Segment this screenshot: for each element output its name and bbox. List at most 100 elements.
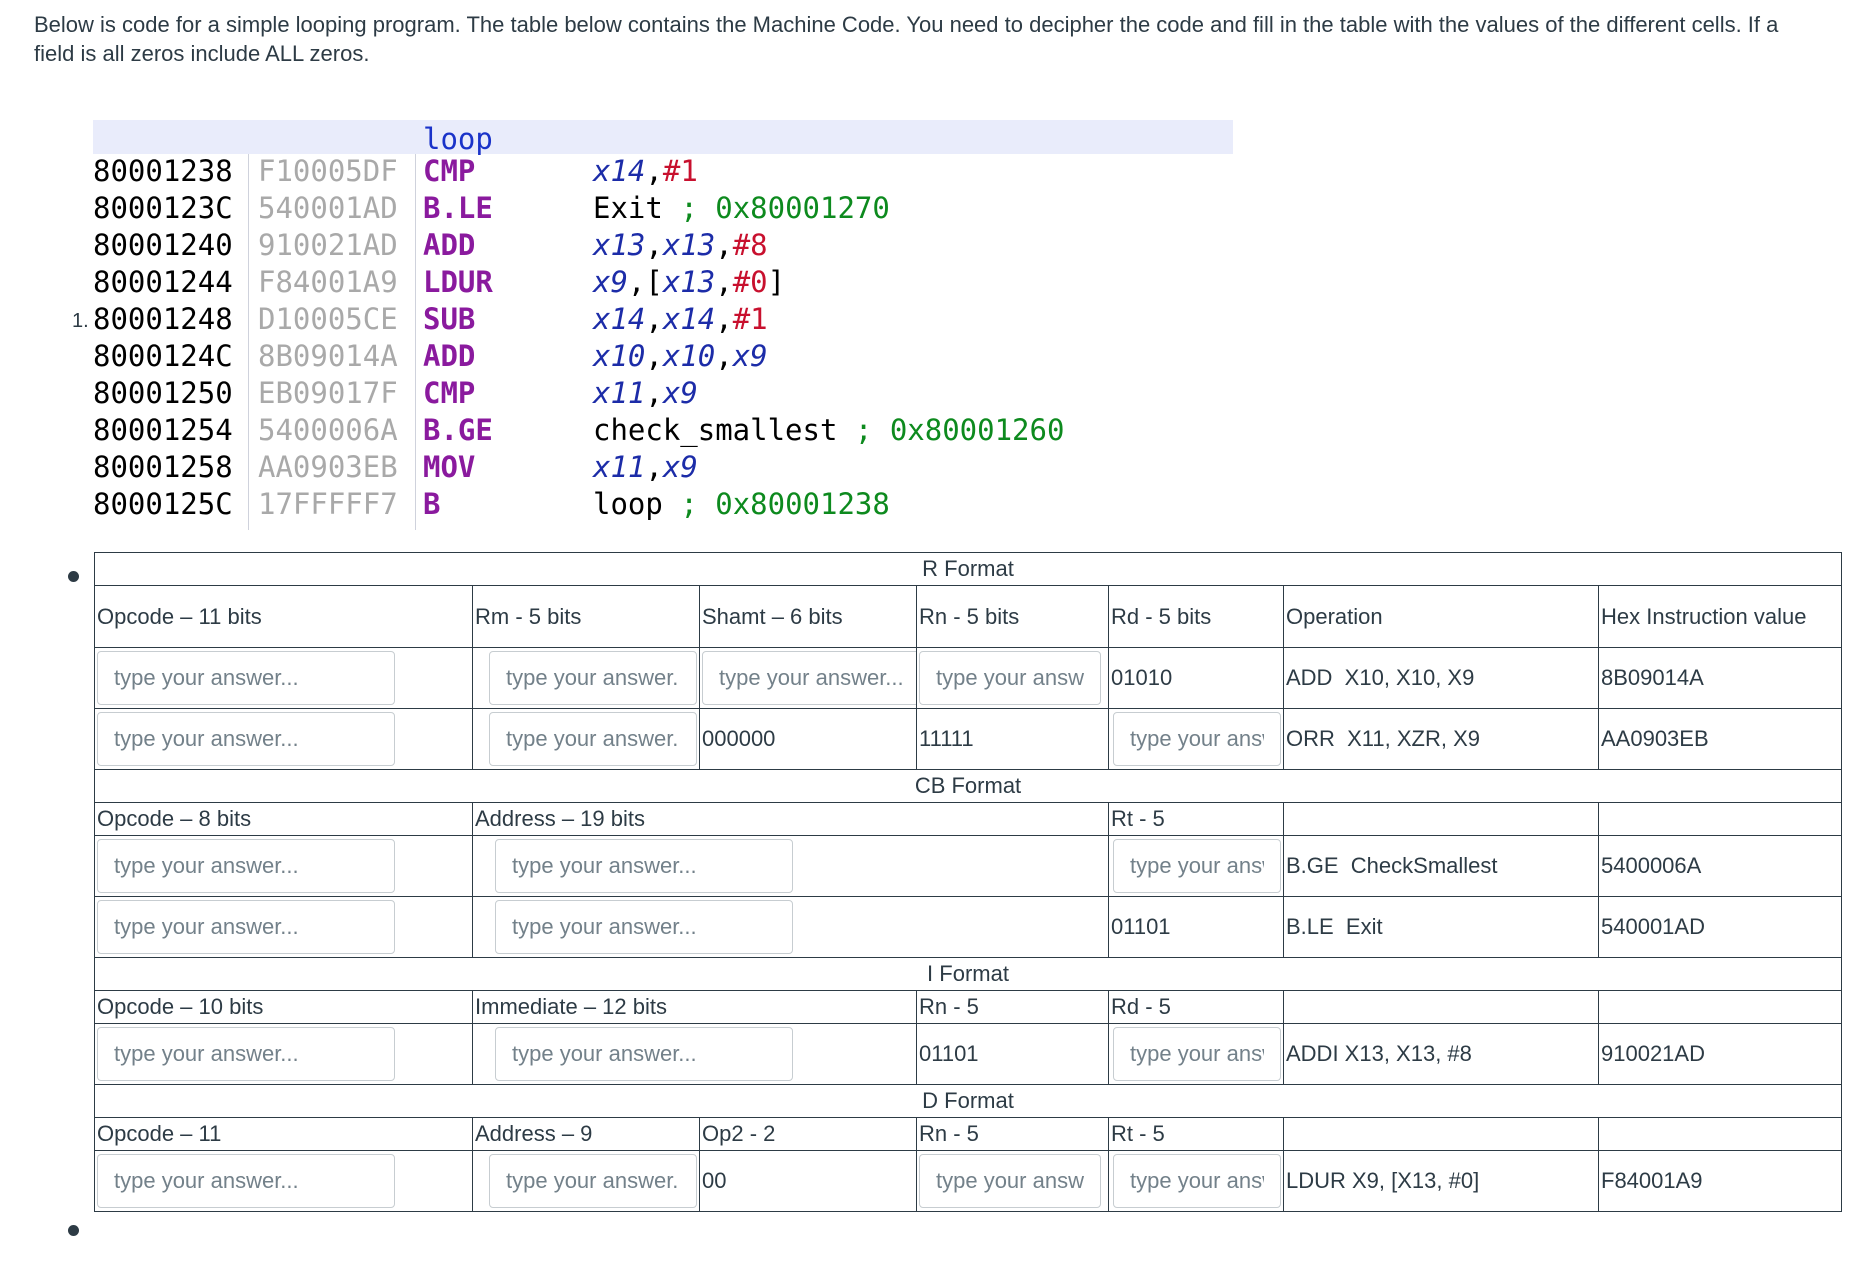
instruction-address: 8000123C — [93, 191, 233, 225]
r-hex-value: 8B09014A — [1598, 647, 1842, 709]
mnemonic: B — [423, 487, 441, 521]
cb-format-title: CB Format — [94, 769, 1842, 803]
operand-token: , — [645, 154, 663, 188]
machine-code: 540001AD — [258, 191, 398, 225]
empty-cell — [1598, 802, 1842, 836]
operand-token: #1 — [662, 154, 698, 188]
cb-format-title-row: CB Format — [94, 769, 1842, 803]
mnemonic: CMP — [423, 154, 476, 188]
r-rd-value: 01010 — [1108, 647, 1284, 709]
operand-token: , — [645, 302, 663, 336]
cb-rt-input[interactable] — [1113, 839, 1281, 893]
instruction-address: 80001244 — [93, 265, 233, 299]
mnemonic: B.GE — [423, 413, 493, 447]
operand-token: ,[ — [627, 265, 663, 299]
instruction-address: 80001238 — [93, 154, 233, 188]
operand-token: x11 — [593, 450, 646, 484]
r-operation-value: ADD X10, X10, X9 — [1283, 647, 1599, 709]
machine-code: F10005DF — [258, 154, 398, 188]
disassembly-row: 80001254 5400006A B.GE check_smallest ; 0x8… — [93, 413, 1233, 450]
operand-token: x9 — [662, 450, 698, 484]
i-rn-header: Rn - 5 — [916, 990, 1109, 1024]
list-number: 1. — [72, 310, 89, 332]
mnemonic: SUB — [423, 302, 476, 336]
d-address-input[interactable] — [489, 1154, 697, 1208]
operand-token: x9 — [732, 339, 768, 373]
empty-cell — [1598, 990, 1842, 1024]
operand-token: , — [645, 376, 663, 410]
d-format-header-row: Opcode – 11 Address – 9 Op2 - 2 Rn - 5 R… — [94, 1117, 1842, 1151]
operand-token: , — [715, 228, 733, 262]
cb-opcode-input[interactable] — [97, 839, 395, 893]
disassembly-row: 80001240 910021AD ADD x13,x13,#8 — [93, 228, 1233, 265]
empty-cell — [1283, 1117, 1599, 1151]
cb-address-input[interactable] — [495, 839, 793, 893]
r-opcode-input[interactable] — [97, 651, 395, 705]
r-format-title: R Format — [94, 552, 1842, 586]
operands: x14,x14,#1 — [593, 302, 768, 336]
d-op2-header: Op2 - 2 — [699, 1117, 917, 1151]
operands: x9,[x13,#0] — [593, 265, 785, 299]
operand-token: , — [715, 265, 733, 299]
cb-format-header-row: Opcode – 8 bits Address – 19 bits Rt - 5 — [94, 802, 1842, 836]
cb-hex-value: 540001AD — [1598, 896, 1842, 958]
machine-code: 910021AD — [258, 228, 398, 262]
disassembly-row: 80001250 EB09017F CMP x11,x9 — [93, 376, 1233, 413]
instruction-format-table: R Format Opcode – 11 bits Rm - 5 bits Sh… — [94, 552, 1842, 1212]
r-rn-input[interactable] — [919, 651, 1101, 705]
operand-token: loop — [593, 487, 681, 521]
d-rn-input[interactable] — [919, 1154, 1101, 1208]
mnemonic: B.LE — [423, 191, 493, 225]
machine-code: F84001A9 — [258, 265, 398, 299]
r-rm-input[interactable] — [489, 651, 697, 705]
r-opcode-header: Opcode – 11 bits — [94, 585, 473, 648]
cb-operation-value: B.LE Exit — [1283, 896, 1599, 958]
i-opcode-header: Opcode – 10 bits — [94, 990, 473, 1024]
machine-code: 8B09014A — [258, 339, 398, 373]
r-rd-input[interactable] — [1113, 712, 1281, 766]
answer-cell — [472, 896, 1109, 958]
disassembly-row: 8000124C 8B09014A ADD x10,x10,x9 — [93, 339, 1233, 376]
d-rt-header: Rt - 5 — [1108, 1117, 1284, 1151]
r-opcode-input[interactable] — [97, 712, 395, 766]
cb-opcode-input[interactable] — [97, 900, 395, 954]
cb-address-input[interactable] — [495, 900, 793, 954]
disassembly-row: 80001244 F84001A9 LDUR x9,[x13,#0] — [93, 265, 1233, 302]
answer-cell — [916, 1150, 1109, 1212]
operand-token: ] — [767, 265, 786, 299]
d-format-title: D Format — [94, 1084, 1842, 1118]
instruction-address: 80001240 — [93, 228, 233, 262]
r-shamt-input[interactable] — [702, 651, 916, 705]
machine-code: AA0903EB — [258, 450, 398, 484]
instruction-address: 8000125C — [93, 487, 233, 521]
i-format-title: I Format — [94, 957, 1842, 991]
r-format-header-row: Opcode – 11 bits Rm - 5 bits Shamt – 6 b… — [94, 585, 1842, 648]
i-operation-value: ADDI X13, X13, #8 — [1283, 1023, 1599, 1085]
cb-rt-header: Rt - 5 — [1108, 802, 1284, 836]
i-immediate-input[interactable] — [495, 1027, 793, 1081]
i-opcode-input[interactable] — [97, 1027, 395, 1081]
cb-format-row-ble: 01101 B.LE Exit 540001AD — [94, 896, 1842, 958]
r-rn-header: Rn - 5 bits — [916, 585, 1109, 648]
disassembly-row: 80001258 AA0903EB MOV x11,x9 — [93, 450, 1233, 487]
operands: x13,x13,#8 — [593, 228, 768, 262]
r-rm-header: Rm - 5 bits — [472, 585, 700, 648]
operand-token: ; 0x80001260 — [854, 413, 1065, 447]
r-hex-value: AA0903EB — [1598, 708, 1842, 770]
cb-rt-value: 01101 — [1108, 896, 1284, 958]
answer-cell — [1108, 708, 1284, 770]
d-rt-input[interactable] — [1113, 1154, 1281, 1208]
operand-token: x13 — [662, 228, 716, 262]
d-opcode-input[interactable] — [97, 1154, 395, 1208]
operand-token: x9 — [593, 265, 628, 299]
r-operation-header: Operation — [1283, 585, 1599, 648]
i-hex-value: 910021AD — [1598, 1023, 1842, 1085]
operand-token: x14 — [593, 302, 646, 336]
answer-cell — [94, 1023, 473, 1085]
instructions-text: Below is code for a simple looping progr… — [34, 12, 1779, 66]
answer-cell — [94, 1150, 473, 1212]
i-rd-input[interactable] — [1113, 1027, 1281, 1081]
r-rm-input[interactable] — [489, 712, 697, 766]
list-bullet — [68, 1225, 79, 1236]
empty-cell — [1598, 1117, 1842, 1151]
